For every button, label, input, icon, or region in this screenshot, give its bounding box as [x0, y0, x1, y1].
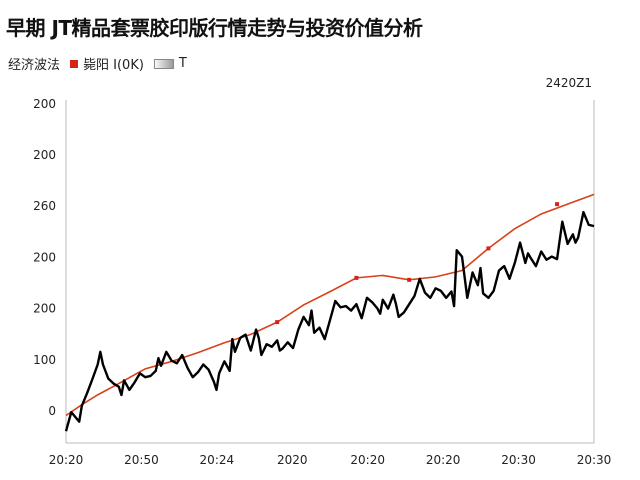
series-layer [64, 193, 595, 432]
y-tick-label: 0 [48, 404, 56, 418]
legend-label-3: T [178, 56, 187, 71]
price-line [64, 210, 595, 432]
x-tick-label: 20:30 [577, 453, 612, 467]
legend-swatch-grey [153, 58, 174, 69]
chart-corner-label: 2420Z1 [545, 76, 592, 90]
legend-item-3: T [153, 56, 187, 71]
y-tick-label: 260 [33, 199, 56, 213]
legend-item-1: 经济波法 [8, 54, 60, 73]
x-tick-label: 20:50 [124, 453, 159, 467]
x-tick-label: 20:20 [426, 453, 461, 467]
y-tick-label: 200 [33, 97, 56, 111]
tick-labels: 0 100 200 200 260 200 200 20:20 20:50 20:24 2020 20… [33, 97, 611, 467]
x-tick-label: 20:30 [501, 453, 536, 467]
trend-line [65, 193, 595, 417]
trend-marker [555, 202, 560, 207]
trend-marker [407, 277, 412, 282]
x-tick-label: 2020 [277, 453, 308, 467]
axes [65, 100, 595, 444]
x-tick-label: 20:20 [350, 453, 385, 467]
legend: 经济波法 毙阳 I(0K) T [8, 54, 187, 73]
legend-swatch-red [70, 59, 79, 68]
y-tick-label: 200 [33, 302, 56, 316]
legend-label-2: 毙阳 I(0K) [83, 58, 144, 73]
x-tick-label: 20:24 [200, 453, 235, 467]
trend-marker [275, 320, 280, 325]
trend-marker [354, 275, 359, 280]
trend-marker [486, 246, 491, 251]
legend-item-2: 毙阳 I(0K) [70, 54, 144, 73]
y-tick-label: 200 [33, 250, 56, 264]
legend-label-1: 经济波法 [8, 58, 61, 73]
y-tick-label: 200 [33, 148, 56, 162]
y-tick-label: 100 [33, 353, 56, 367]
chart-title: 早期 JT精品套票胶印版行情走势与投资价值分析 [6, 16, 423, 40]
x-tick-label: 20:20 [49, 453, 84, 467]
